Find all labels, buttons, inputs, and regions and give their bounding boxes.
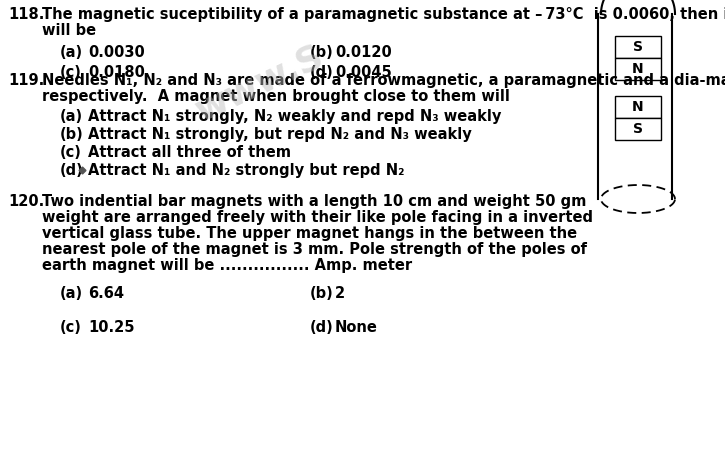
Text: None: None <box>335 320 378 335</box>
Text: The magnetic suceptibility of a paramagnetic substance at – 73°C  is 0.0060, the: The magnetic suceptibility of a paramagn… <box>42 7 725 22</box>
Bar <box>615 36 661 58</box>
Text: (d): (d) <box>310 65 334 80</box>
Text: 6.64: 6.64 <box>88 286 124 301</box>
Text: S: S <box>633 40 643 54</box>
Text: 119.: 119. <box>8 73 44 88</box>
Text: N: N <box>632 100 644 114</box>
Text: (a): (a) <box>60 109 83 124</box>
Text: Two indential bar magnets with a length 10 cm and weight 50 gm: Two indential bar magnets with a length … <box>42 194 587 209</box>
Text: will be: will be <box>42 23 96 38</box>
Text: N: N <box>632 62 644 76</box>
Bar <box>615 58 661 80</box>
Text: weight are arranged freely with their like pole facing in a inverted: weight are arranged freely with their li… <box>42 210 593 225</box>
Text: Attract all three of them: Attract all three of them <box>88 145 291 160</box>
Text: (d): (d) <box>310 320 334 335</box>
Text: 0.0045: 0.0045 <box>335 65 392 80</box>
Text: S: S <box>633 122 643 136</box>
Text: (a): (a) <box>60 286 83 301</box>
Text: 0.0120: 0.0120 <box>335 45 392 60</box>
Text: (c): (c) <box>60 145 82 160</box>
Text: vertical glass tube. The upper magnet hangs in the between the: vertical glass tube. The upper magnet ha… <box>42 226 577 241</box>
Text: (b): (b) <box>310 45 334 60</box>
Text: (a): (a) <box>60 45 83 60</box>
Text: nearest pole of the magnet is 3 mm. Pole strength of the poles of: nearest pole of the magnet is 3 mm. Pole… <box>42 242 587 257</box>
Text: 0.0180: 0.0180 <box>88 65 145 80</box>
Text: 120.: 120. <box>8 194 44 209</box>
Text: 118.: 118. <box>8 7 44 22</box>
Text: earth magnet will be ................ Amp. meter: earth magnet will be ................ Am… <box>42 258 412 273</box>
Text: www.S: www.S <box>191 39 330 128</box>
Text: Attract N₁ strongly, N₂ weakly and repd N₃ weakly: Attract N₁ strongly, N₂ weakly and repd … <box>88 109 502 124</box>
Text: (b): (b) <box>310 286 334 301</box>
Text: 10.25: 10.25 <box>88 320 135 335</box>
Text: Needles N₁, N₂ and N₃ are made of a ferrowmagnetic, a paramagnetic and a dia-mag: Needles N₁, N₂ and N₃ are made of a ferr… <box>42 73 725 88</box>
Text: 0.0030: 0.0030 <box>88 45 145 60</box>
Bar <box>615 118 661 140</box>
Text: (c): (c) <box>60 65 82 80</box>
Text: (c): (c) <box>60 320 82 335</box>
Text: 2: 2 <box>335 286 345 301</box>
Text: respectively.  A magnet when brought close to them will: respectively. A magnet when brought clos… <box>42 89 510 104</box>
Text: Attract N₁ and N₂ strongly but repd N₂: Attract N₁ and N₂ strongly but repd N₂ <box>88 163 405 178</box>
Text: Attract N₁ strongly, but repd N₂ and N₃ weakly: Attract N₁ strongly, but repd N₂ and N₃ … <box>88 127 472 142</box>
Text: (d): (d) <box>60 163 84 178</box>
Text: (b): (b) <box>60 127 84 142</box>
Bar <box>615 96 661 118</box>
